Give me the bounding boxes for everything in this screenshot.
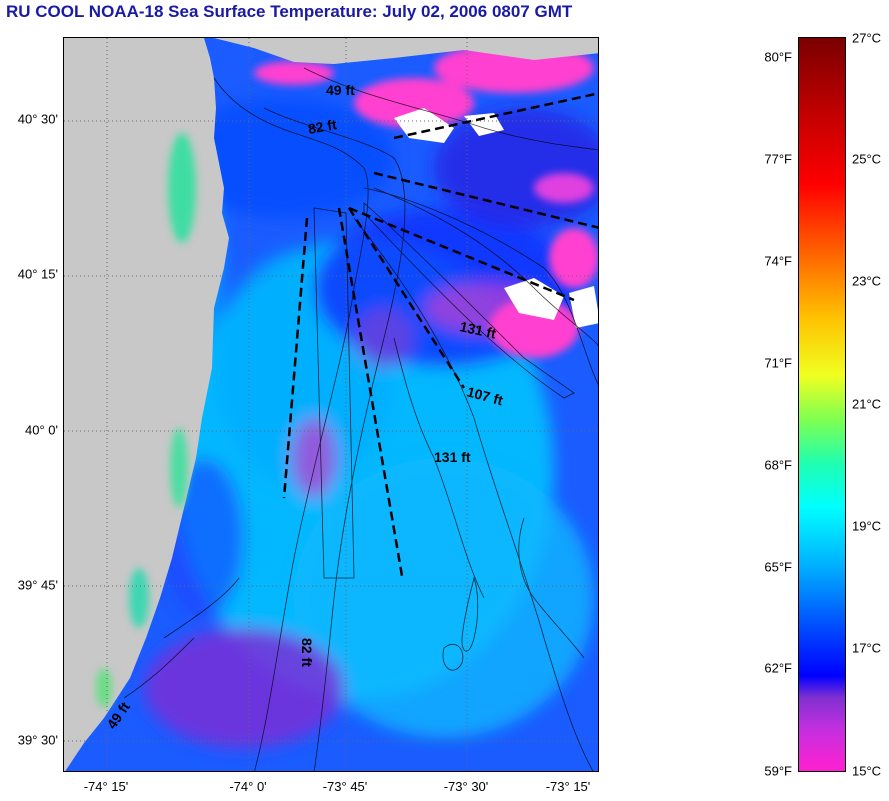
colorbar-celsius-label: 15°C: [852, 763, 882, 779]
colorbar-fahrenheit-label: 62°F: [764, 660, 792, 676]
longitude-label: -73° 15': [545, 779, 591, 794]
colorbar-celsius-label: 17°C: [852, 640, 882, 656]
sst-map[interactable]: 49 ft 82 ft 131 ft 107 ft 131 ft 82 ft 4…: [63, 37, 599, 772]
colorbar-fahrenheit-label: 80°F: [764, 49, 792, 65]
sst-map-canvas: 49 ft 82 ft 131 ft 107 ft 131 ft 82 ft 4…: [64, 38, 598, 771]
land-long-island: [214, 38, 598, 64]
depth-label: 131 ft: [458, 318, 497, 341]
depth-label: 82 ft: [299, 638, 315, 667]
coastal-waters: [96, 133, 196, 708]
colorbar-celsius-label: 23°C: [852, 273, 882, 289]
depth-label: 131 ft: [434, 449, 471, 465]
longitude-label: -73° 45': [322, 779, 368, 794]
latitude-label: 40° 15': [17, 266, 58, 282]
depth-label: 49 ft: [326, 82, 355, 98]
colorbar-celsius-label: 21°C: [852, 396, 882, 412]
longitude-label: -74° 0': [229, 779, 267, 794]
longitude-label: -73° 30': [443, 779, 489, 794]
colorbar-celsius-label: 27°C: [852, 30, 882, 46]
depth-contours: [123, 67, 598, 771]
colorbar-fahrenheit-label: 59°F: [764, 763, 792, 779]
latitude-label: 40° 0': [25, 422, 58, 438]
transect-lines: [282, 92, 598, 577]
graticule: [64, 38, 598, 771]
colorbar-fahrenheit-label: 74°F: [764, 253, 792, 269]
latitude-label: 39° 45': [17, 577, 58, 593]
colorbar-fahrenheit-label: 77°F: [764, 151, 792, 167]
colorbar-fahrenheit-label: 68°F: [764, 457, 792, 473]
colorbar-celsius-label: 19°C: [852, 518, 882, 534]
colorbar-fahrenheit-label: 71°F: [764, 355, 792, 371]
latitude-label: 39° 30': [17, 732, 58, 748]
depth-label: 82 ft: [307, 116, 338, 137]
colorbar-celsius-label: 25°C: [852, 151, 882, 167]
longitude-label: -74° 15': [83, 779, 129, 794]
latitude-label: 40° 30': [17, 111, 58, 127]
map-title: RU COOL NOAA-18 Sea Surface Temperature:…: [6, 2, 573, 21]
colorbar-fahrenheit-label: 65°F: [764, 559, 792, 575]
temperature-colorbar: [798, 37, 846, 772]
